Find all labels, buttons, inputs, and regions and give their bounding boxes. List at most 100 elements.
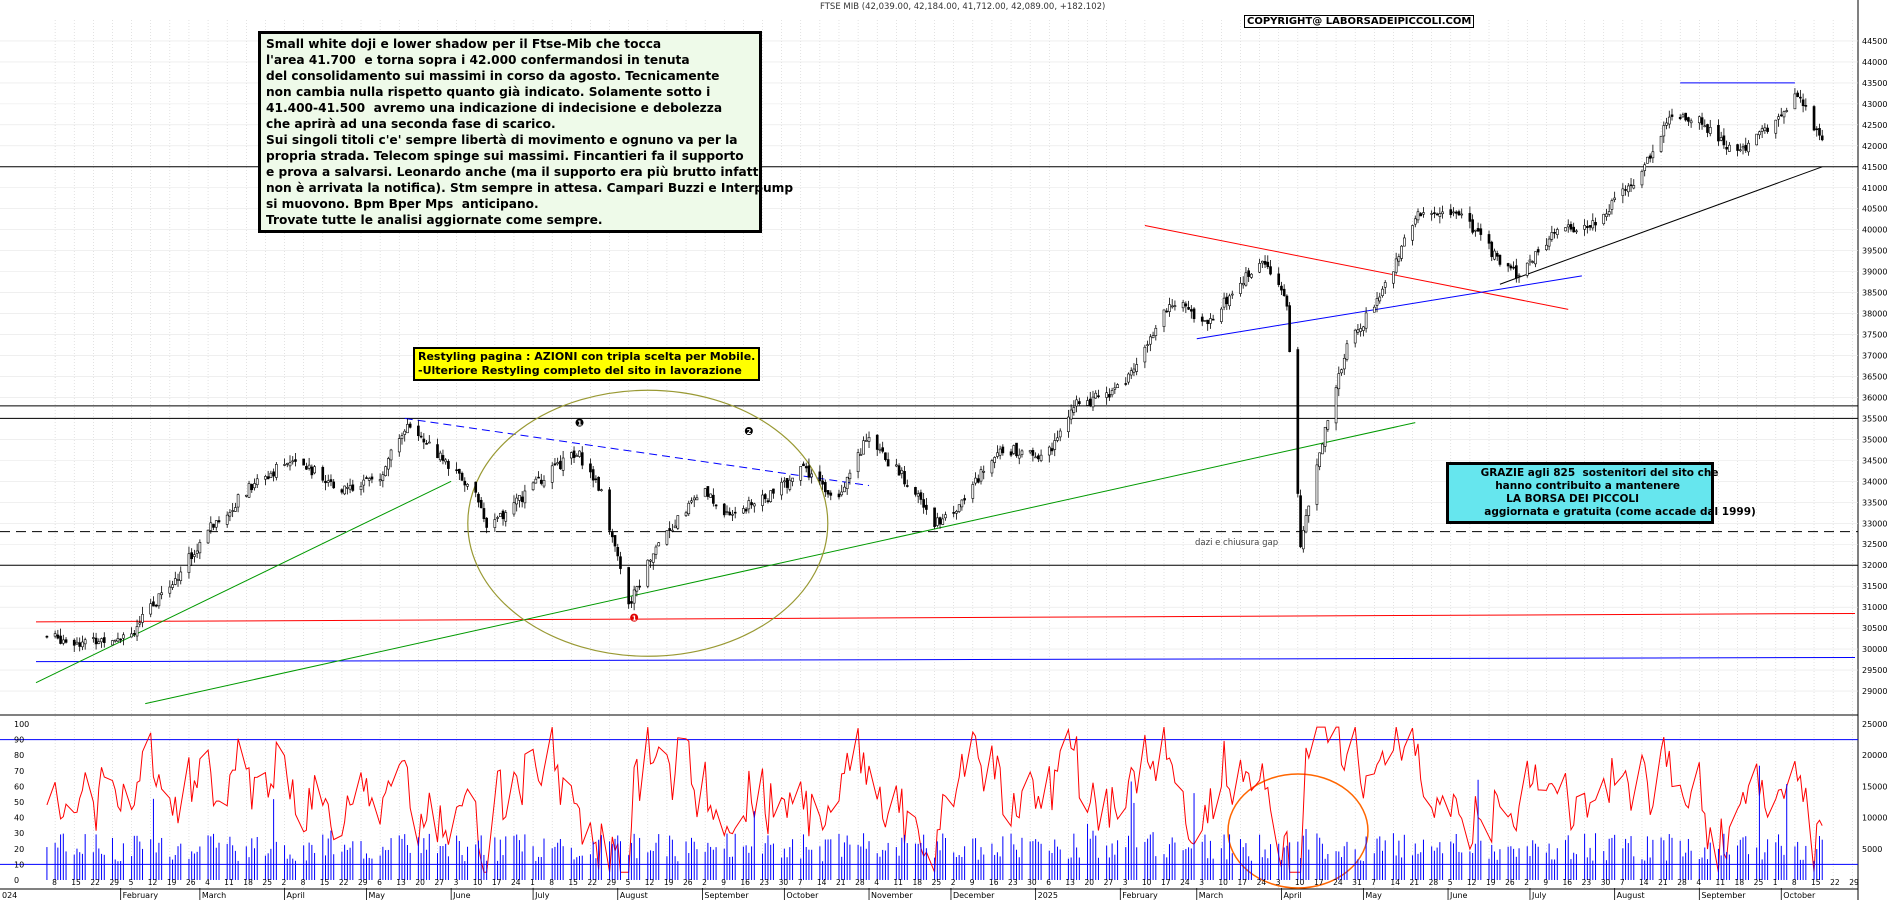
candle-body: [482, 508, 486, 519]
candle-body: [884, 452, 887, 460]
candle-body: [537, 476, 540, 479]
day-tick-label: 9: [721, 878, 726, 887]
day-tick-label: 12: [148, 878, 158, 887]
numbered-marker-label: 1: [577, 420, 582, 428]
consolidation-ellipse: [467, 389, 829, 657]
day-tick-label: 28: [1429, 878, 1439, 887]
day-tick-label: 16: [989, 878, 999, 887]
price-tick-label: 32000: [1862, 561, 1887, 570]
candle-body: [1340, 369, 1343, 374]
candle-body: [580, 452, 584, 466]
candle-body: [116, 638, 120, 642]
month-label: March: [1199, 891, 1223, 900]
candle-body: [1438, 213, 1442, 217]
candle-body: [1793, 93, 1797, 110]
candle-body: [1012, 445, 1016, 454]
candle-body: [1266, 261, 1270, 268]
day-tick-label: 13: [1065, 878, 1075, 887]
candle-body: [496, 517, 499, 519]
candle-body: [1777, 116, 1780, 120]
month-label: October: [786, 891, 819, 900]
month-label: March: [202, 891, 226, 900]
candle-body: [616, 547, 620, 557]
candle-body: [769, 490, 773, 502]
candle-body: [1681, 114, 1685, 118]
candle-body: [255, 478, 259, 486]
candle-body: [922, 499, 925, 508]
candle-body: [1225, 296, 1229, 305]
candle-body: [1534, 251, 1537, 265]
candle-body: [1763, 127, 1767, 131]
day-tick-label: 14: [1639, 878, 1649, 887]
candle-body: [493, 519, 497, 528]
day-tick-label: 13: [396, 878, 406, 887]
candle-body: [1397, 256, 1401, 262]
candle-body: [747, 500, 751, 510]
volume-tick-label: 25000: [1862, 720, 1887, 729]
candle-body: [556, 462, 559, 465]
day-tick-label: 24: [1257, 878, 1267, 887]
candle-body: [351, 484, 355, 491]
day-tick-label: 7: [1620, 878, 1625, 887]
candle-body: [168, 586, 172, 594]
candle-body: [1269, 266, 1272, 275]
candle-body: [447, 461, 450, 469]
candle-body: [722, 503, 726, 516]
month-label: May: [368, 891, 385, 900]
candle-body: [1110, 390, 1114, 396]
day-tick-label: 29: [109, 878, 119, 887]
day-tick-label: 21: [1410, 878, 1420, 887]
day-tick-label: 31: [1352, 878, 1362, 887]
candle-body: [665, 530, 669, 545]
candle-body: [600, 489, 603, 492]
candle-body: [589, 463, 592, 473]
candle-body: [772, 488, 775, 494]
candle-body: [1624, 189, 1627, 191]
day-tick-label: 26: [1505, 878, 1515, 887]
candle-body: [479, 499, 483, 509]
candle-body: [676, 515, 680, 529]
candle-body: [706, 486, 710, 497]
candle-body: [1700, 117, 1704, 125]
candle-body: [1359, 328, 1362, 332]
candle-body: [619, 556, 622, 569]
day-tick-label: 22: [587, 878, 597, 887]
month-label: February: [1122, 891, 1158, 900]
candle-body: [1760, 128, 1764, 132]
day-tick-label: 22: [90, 878, 100, 887]
candle-body: [856, 452, 860, 473]
candle-body: [744, 508, 748, 512]
candle-body: [982, 470, 986, 473]
candle-body: [1435, 213, 1439, 216]
candle-body: [1495, 253, 1499, 257]
candle-body: [613, 535, 617, 547]
day-tick-label: 28: [855, 878, 865, 887]
candle-body: [133, 633, 136, 635]
candle-body: [157, 593, 161, 607]
month-label: April: [287, 891, 305, 900]
candle-body: [324, 480, 327, 484]
candle-body: [1659, 135, 1663, 152]
candle-body: [1247, 270, 1250, 277]
candle-body: [935, 517, 939, 526]
candle-body: [1416, 211, 1420, 221]
candle-body: [1031, 450, 1035, 456]
candle-body: [569, 452, 573, 459]
price-tick-label: 38500: [1862, 289, 1887, 298]
candle-body: [957, 504, 961, 512]
candle-body: [1433, 212, 1436, 214]
candle-body: [703, 488, 707, 497]
candle-body: [1471, 219, 1474, 233]
candle-body: [310, 466, 314, 476]
candle-body: [1230, 293, 1234, 296]
price-tick-label: 33500: [1862, 498, 1887, 507]
numbered-marker: [575, 418, 584, 427]
day-tick-label: 11: [893, 878, 903, 887]
candle-body: [1220, 308, 1223, 322]
candle-body: [783, 480, 786, 483]
candle-body: [1812, 106, 1816, 131]
candle-body: [630, 601, 633, 604]
candle-body: [1594, 222, 1597, 226]
candle-body: [1277, 273, 1281, 285]
candle-body: [275, 464, 278, 478]
